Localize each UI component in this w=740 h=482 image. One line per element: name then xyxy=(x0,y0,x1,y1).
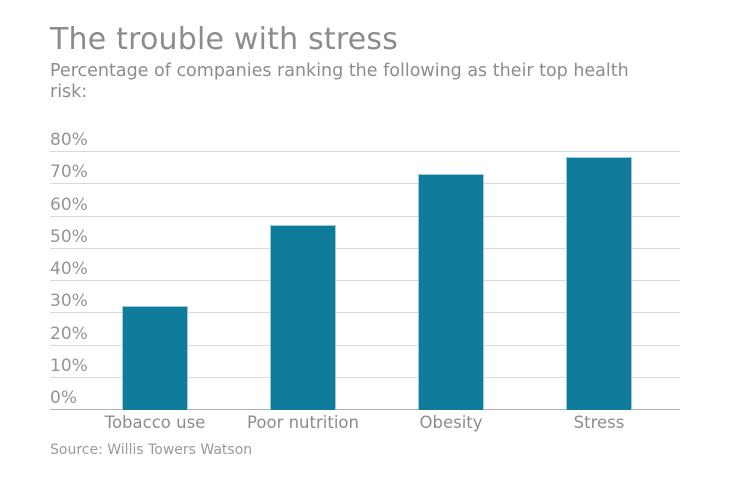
y-axis-tick-label-80pct: 80% xyxy=(50,130,88,150)
chart-subtitle: Percentage of companies ranking the foll… xyxy=(50,61,629,103)
gridline-50pct xyxy=(50,248,680,249)
bar-poor-nutrition xyxy=(270,225,336,410)
bar-tobacco-use xyxy=(122,306,188,410)
gridline-30pct xyxy=(50,312,680,313)
x-axis-category-label-poor-nutrition: Poor nutrition xyxy=(247,413,359,432)
gridline-40pct xyxy=(50,280,680,281)
gridline-80pct xyxy=(50,151,680,152)
x-axis-category-label-stress: Stress xyxy=(573,413,625,432)
y-axis-tick-label-70pct: 70% xyxy=(50,162,88,182)
gridline-20pct xyxy=(50,345,680,346)
gridline-70pct xyxy=(50,183,680,184)
chart-subtitle-line-1: Percentage of companies ranking the foll… xyxy=(50,61,629,81)
bar-stress xyxy=(566,157,632,410)
bar-obesity xyxy=(418,174,484,410)
y-axis-tick-label-10pct: 10% xyxy=(50,356,88,376)
source-note: Source: Willis Towers Watson xyxy=(50,442,253,458)
chart-title: The trouble with stress xyxy=(50,22,399,57)
y-axis-tick-label-40pct: 40% xyxy=(50,259,88,279)
gridline-0pct xyxy=(50,409,680,410)
x-axis-category-label-obesity: Obesity xyxy=(419,413,483,432)
y-axis-tick-label-60pct: 60% xyxy=(50,195,88,215)
gridline-10pct xyxy=(50,377,680,378)
y-axis-tick-label-30pct: 30% xyxy=(50,291,88,311)
x-axis-category-label-tobacco-use: Tobacco use xyxy=(104,413,206,432)
y-axis-tick-label-50pct: 50% xyxy=(50,227,88,247)
chart-subtitle-line-2: risk: xyxy=(50,82,88,102)
gridline-60pct xyxy=(50,216,680,217)
y-axis-tick-label-20pct: 20% xyxy=(50,324,88,344)
y-axis-tick-label-0pct: 0% xyxy=(50,388,77,408)
